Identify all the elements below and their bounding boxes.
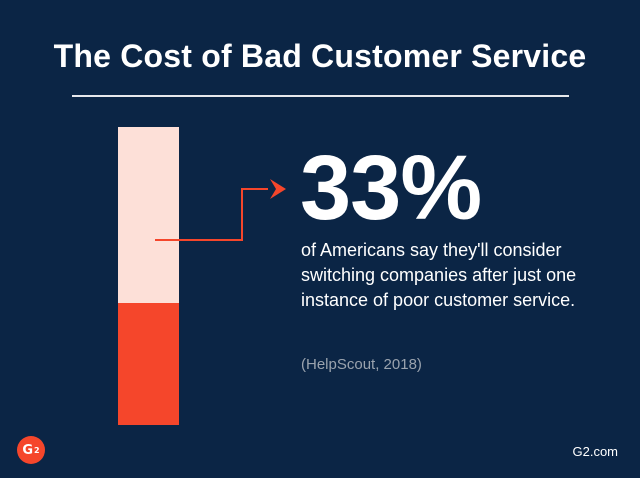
stat-bar [118, 127, 179, 425]
footer-site-label: G2.com [572, 444, 618, 459]
source-citation: (HelpScout, 2018) [301, 356, 422, 373]
title-divider [72, 95, 569, 97]
page-title: The Cost of Bad Customer Service [53, 38, 587, 74]
logo-superscript: 2 [34, 445, 40, 455]
logo-letter: G [22, 442, 34, 458]
stat-description: of Americans say they'll consider switch… [301, 240, 577, 310]
stat-value: 33% [300, 137, 482, 239]
stat-bar-fill [118, 302, 179, 425]
